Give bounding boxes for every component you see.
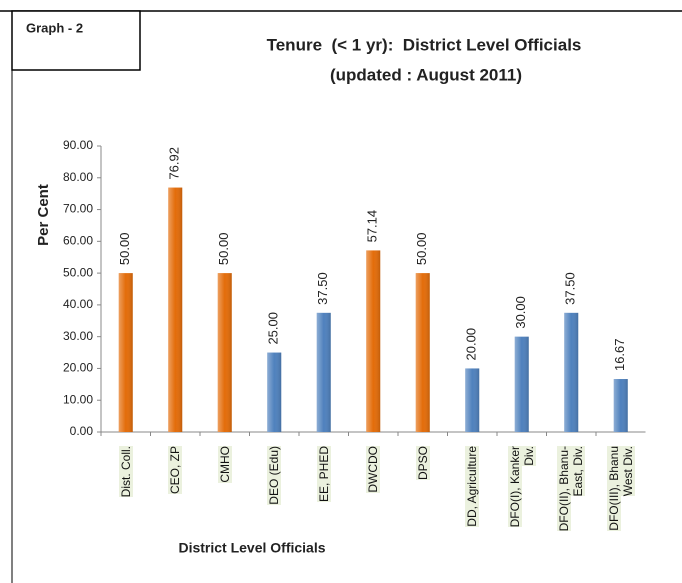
x-tick-label: EE, PHED xyxy=(316,446,331,550)
y-tick-label: 70.00 xyxy=(63,202,93,216)
bar-shade xyxy=(118,273,133,432)
x-tick-text: Dist. Coll. xyxy=(118,446,133,498)
bar-shade xyxy=(613,379,628,432)
value-label: 37.50 xyxy=(315,272,330,305)
value-label: 16.67 xyxy=(612,338,627,371)
y-tick-label: 40.00 xyxy=(63,297,93,311)
value-label: 20.00 xyxy=(464,328,479,361)
x-tick-label: DWCDO xyxy=(366,446,381,550)
value-label: 50.00 xyxy=(117,233,132,266)
x-tick-text: DFO(I), Kanker Div. xyxy=(507,446,536,528)
value-label: 50.00 xyxy=(414,233,429,266)
x-axis-title: District Level Officials xyxy=(178,540,325,556)
chart-title: Tenure (< 1 yr): District Level Official… xyxy=(267,35,582,54)
y-tick-label: 50.00 xyxy=(63,265,93,279)
x-tick-text: DD, Agriculture xyxy=(465,446,480,527)
x-tick-label: CMHO xyxy=(217,446,232,550)
bar-shade xyxy=(415,273,430,432)
x-tick-text: DPSO xyxy=(415,446,430,481)
x-tick-text: CMHO xyxy=(217,446,232,483)
bar-shade xyxy=(564,312,579,432)
bar-shade xyxy=(168,187,183,432)
value-label: 76.92 xyxy=(167,147,182,180)
x-tick-text: EE, PHED xyxy=(316,446,331,503)
x-tick-label: CEO, ZP xyxy=(168,446,183,550)
value-label: 37.50 xyxy=(563,272,578,305)
y-tick-label: 10.00 xyxy=(63,392,93,406)
x-tick-label: DD, Agriculture xyxy=(465,446,480,550)
badge: Graph - 2 xyxy=(26,20,83,35)
y-tick-label: 80.00 xyxy=(63,170,93,184)
y-tick-label: 30.00 xyxy=(63,329,93,343)
value-label: 50.00 xyxy=(216,233,231,266)
x-tick-text: DFO(II), Bhanu-East, Div. xyxy=(557,446,586,532)
x-tick-text: DWCDO xyxy=(366,446,381,493)
x-tick-label: Dist. Coll. xyxy=(118,446,133,550)
y-tick-label: 20.00 xyxy=(63,361,93,375)
y-tick-label: 0.00 xyxy=(70,424,94,438)
bar-shade xyxy=(217,273,232,432)
y-axis-title: Per Cent xyxy=(35,184,52,246)
badge-box xyxy=(11,10,141,71)
y-tick-label: 90.00 xyxy=(63,138,93,152)
bar-shade xyxy=(267,352,282,432)
bar-shade xyxy=(514,336,529,432)
bar-shade xyxy=(465,368,480,432)
x-tick-label: DFO(II), Bhanu-East, Div. xyxy=(557,446,586,550)
x-tick-label: DEO (Edu) xyxy=(267,446,282,550)
x-tick-text: DFO(III), Bhanu West Div. xyxy=(606,446,635,531)
bar-shade xyxy=(366,250,381,432)
value-label: 25.00 xyxy=(266,312,281,345)
value-label: 57.14 xyxy=(365,210,380,243)
bar-shade xyxy=(316,312,331,432)
value-label: 30.00 xyxy=(513,296,528,329)
x-tick-label: DPSO xyxy=(415,446,430,550)
x-tick-label: DFO(I), Kanker Div. xyxy=(507,446,536,550)
x-tick-text: CEO, ZP xyxy=(168,446,183,495)
x-tick-label: DFO(III), Bhanu West Div. xyxy=(606,446,635,550)
chart-subtitle: (updated : August 2011) xyxy=(330,65,522,84)
x-tick-text: DEO (Edu) xyxy=(267,446,282,505)
y-tick-label: 60.00 xyxy=(63,234,93,248)
